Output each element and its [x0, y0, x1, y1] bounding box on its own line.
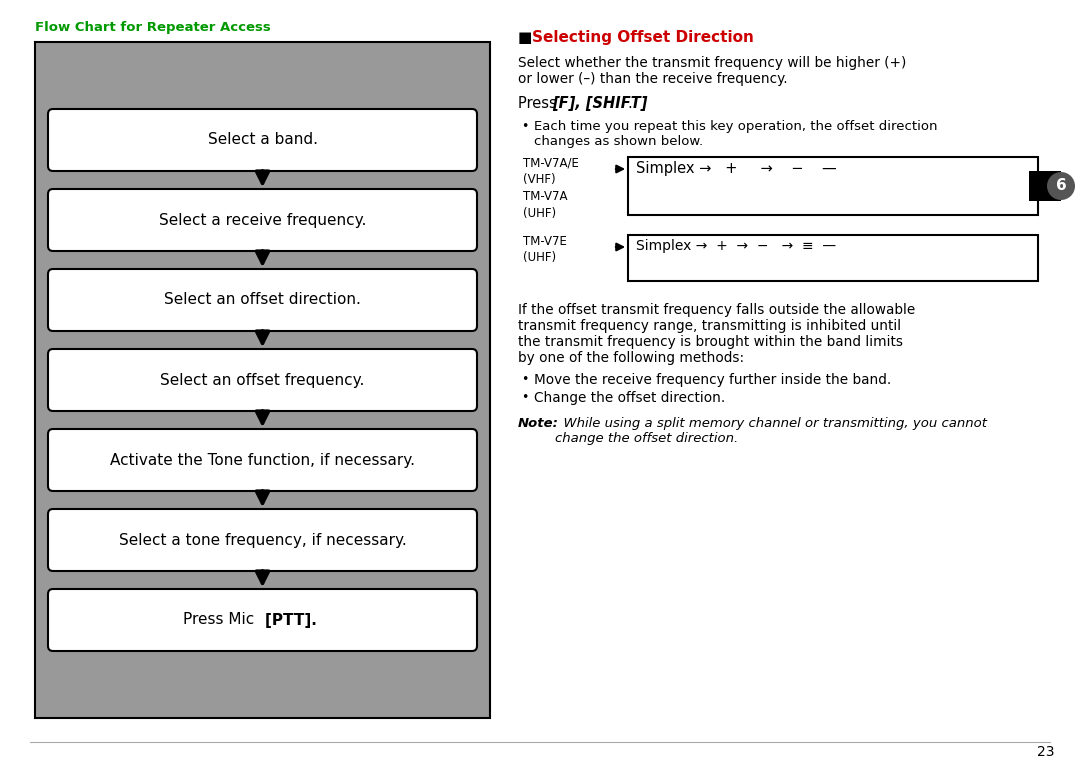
- Text: .: .: [627, 96, 632, 111]
- Text: change the offset direction.: change the offset direction.: [555, 432, 739, 445]
- Text: TM-V7A/E
(VHF)
TM-V7A
(UHF): TM-V7A/E (VHF) TM-V7A (UHF): [523, 157, 579, 220]
- Text: Select an offset frequency.: Select an offset frequency.: [160, 372, 365, 388]
- Text: Select a receive frequency.: Select a receive frequency.: [159, 213, 366, 227]
- Text: 23: 23: [1038, 745, 1055, 759]
- FancyBboxPatch shape: [48, 509, 477, 571]
- Text: Simplex →  +  →  −   →  ≡  —: Simplex → + → − → ≡ —: [636, 239, 836, 253]
- Text: [F], [SHIFT]: [F], [SHIFT]: [552, 96, 647, 111]
- Text: •: •: [521, 391, 528, 404]
- Text: Select whether the transmit frequency will be higher (+): Select whether the transmit frequency wi…: [518, 56, 906, 70]
- Text: 6: 6: [1055, 179, 1066, 194]
- Text: the transmit frequency is brought within the band limits: the transmit frequency is brought within…: [518, 335, 903, 349]
- Text: Simplex →   +     →    −    —: Simplex → + → − —: [636, 160, 837, 176]
- Text: •: •: [521, 120, 528, 133]
- FancyBboxPatch shape: [48, 349, 477, 411]
- Text: [PTT].: [PTT].: [262, 613, 318, 628]
- Text: Activate the Tone function, if necessary.: Activate the Tone function, if necessary…: [110, 452, 415, 467]
- FancyBboxPatch shape: [48, 589, 477, 651]
- Text: •: •: [521, 373, 528, 386]
- Text: transmit frequency range, transmitting is inhibited until: transmit frequency range, transmitting i…: [518, 319, 901, 333]
- Text: Change the offset direction.: Change the offset direction.: [534, 391, 726, 405]
- Ellipse shape: [1047, 172, 1075, 200]
- Text: Move the receive frequency further inside the band.: Move the receive frequency further insid…: [534, 373, 891, 387]
- Text: Each time you repeat this key operation, the offset direction: Each time you repeat this key operation,…: [534, 120, 937, 133]
- Text: by one of the following methods:: by one of the following methods:: [518, 351, 744, 365]
- Text: ■: ■: [518, 30, 532, 45]
- Text: Flow Chart for Repeater Access: Flow Chart for Repeater Access: [35, 21, 271, 34]
- Text: or lower (–) than the receive frequency.: or lower (–) than the receive frequency.: [518, 72, 787, 86]
- Text: Select a tone frequency, if necessary.: Select a tone frequency, if necessary.: [119, 533, 406, 547]
- Bar: [35, 42, 490, 718]
- Bar: [627, 157, 1038, 215]
- Bar: [1029, 171, 1061, 201]
- FancyBboxPatch shape: [48, 429, 477, 491]
- Text: Press Mic: Press Mic: [184, 613, 262, 628]
- Text: Press: Press: [518, 96, 562, 111]
- Text: If the offset transmit frequency falls outside the allowable: If the offset transmit frequency falls o…: [518, 303, 915, 317]
- Text: While using a split memory channel or transmitting, you cannot: While using a split memory channel or tr…: [555, 417, 987, 430]
- Text: TM-V7E
(UHF): TM-V7E (UHF): [523, 235, 567, 264]
- FancyBboxPatch shape: [48, 269, 477, 331]
- Text: Select an offset direction.: Select an offset direction.: [164, 293, 361, 308]
- FancyBboxPatch shape: [48, 189, 477, 251]
- Text: Select a band.: Select a band.: [207, 132, 318, 147]
- FancyBboxPatch shape: [48, 109, 477, 171]
- Text: Selecting Offset Direction: Selecting Offset Direction: [532, 30, 754, 45]
- Text: changes as shown below.: changes as shown below.: [534, 135, 703, 148]
- Text: Note:: Note:: [518, 417, 558, 430]
- Bar: [627, 235, 1038, 281]
